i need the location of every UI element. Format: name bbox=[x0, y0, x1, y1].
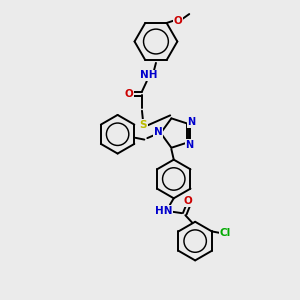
Text: N: N bbox=[188, 118, 196, 128]
Text: N: N bbox=[185, 140, 193, 149]
Text: N: N bbox=[154, 128, 163, 137]
Text: O: O bbox=[124, 89, 133, 99]
Text: NH: NH bbox=[140, 70, 157, 80]
Text: O: O bbox=[184, 196, 193, 206]
Text: HN: HN bbox=[154, 206, 172, 216]
Text: O: O bbox=[174, 16, 182, 26]
Text: S: S bbox=[140, 120, 147, 130]
Text: Cl: Cl bbox=[220, 228, 231, 238]
